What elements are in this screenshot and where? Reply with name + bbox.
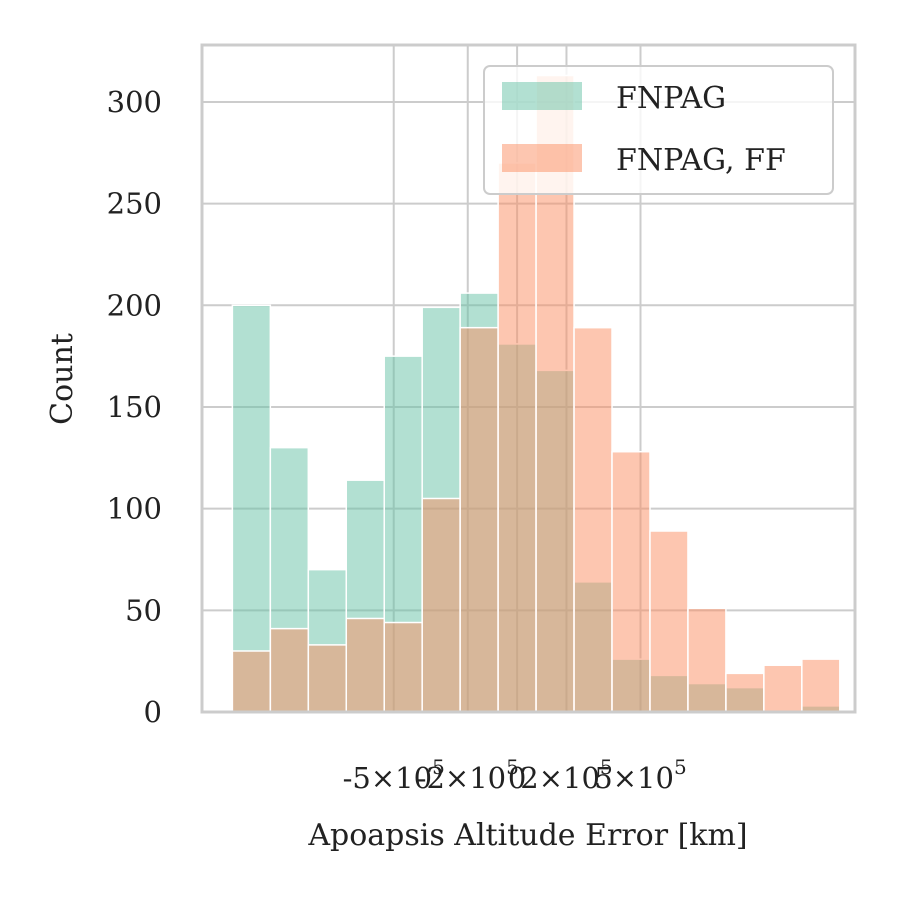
y-tick-label: 300 — [107, 85, 162, 119]
histogram-bar — [497, 162, 537, 713]
y-tick-label: 100 — [107, 492, 162, 526]
histogram-bar — [725, 672, 765, 713]
histogram-bar — [421, 497, 461, 713]
plot-frame — [200, 43, 857, 714]
x-tick-label: 5×105 — [594, 755, 686, 795]
series-fnpag-ff-bars — [231, 74, 841, 713]
histogram-bar — [687, 607, 727, 713]
y-tick-label: 250 — [107, 187, 162, 221]
x-tick-label: -2×105 — [417, 755, 519, 795]
histogram-bar — [307, 644, 348, 713]
histogram-bar — [611, 450, 651, 713]
histogram-bar — [649, 530, 689, 713]
y-tick-label: 0 — [144, 695, 162, 729]
legend-label-fnpag-ff: FNPAG, FF — [616, 143, 786, 178]
legend-swatch-fnpag — [502, 82, 582, 110]
x-tick-label: 0 — [508, 761, 526, 795]
y-tick-label: 50 — [125, 593, 162, 627]
legend-swatch-fnpag-ff — [502, 144, 582, 172]
y-axis-ticks: 0 50 100 150 200 250 300 — [107, 85, 162, 729]
histogram-bar — [801, 658, 841, 713]
histogram-bar — [269, 627, 310, 713]
histogram-bar — [573, 326, 613, 713]
y-tick-label: 150 — [107, 390, 162, 424]
legend: FNPAG FNPAG, FF — [483, 65, 834, 195]
histogram-bar — [459, 326, 499, 713]
histogram-bar — [345, 617, 385, 713]
histogram-bar — [231, 304, 272, 713]
x-tick-label: 2×105 — [520, 755, 612, 795]
y-axis-title: Count — [45, 333, 80, 425]
histogram-bar — [383, 621, 423, 713]
x-tick-label: -5×105 — [343, 755, 445, 795]
histogram-bar — [763, 664, 803, 713]
legend-label-fnpag: FNPAG — [616, 81, 726, 116]
histogram-bar — [231, 650, 272, 713]
y-tick-label: 200 — [107, 288, 162, 322]
x-axis-title: Apoapsis Altitude Error [km] — [307, 818, 747, 853]
